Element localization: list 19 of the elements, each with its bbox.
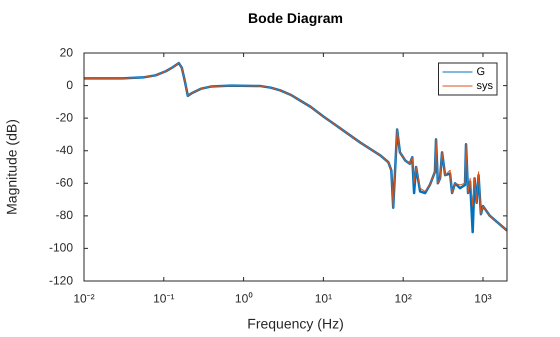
y-tick-label: -20 [56,110,74,124]
y-axis-title: Magnitude (dB) [3,119,20,215]
x-tick-label: 10¹ [314,292,332,306]
y-tick-label: -80 [56,208,74,222]
legend-label: G [476,66,486,78]
x-tick-label: 10² [394,292,412,306]
y-tick-label: -120 [48,273,74,288]
y-tick-label: -100 [48,240,74,255]
y-tick-label: 0 [66,78,74,92]
x-tick-label: 10⁻¹ [153,292,174,306]
x-tick-label: 10⁰ [234,292,252,306]
x-axis-title: Frequency (Hz) [247,315,344,332]
y-tick-label: 20 [60,45,74,60]
legend-label: sys [476,80,494,92]
y-tick-label: -60 [56,176,74,190]
x-tick-label: 10⁻² [73,292,95,306]
x-tick-label: 10³ [474,292,492,306]
y-tick-label: -40 [56,143,74,158]
chart-title: Bode Diagram [248,10,343,26]
